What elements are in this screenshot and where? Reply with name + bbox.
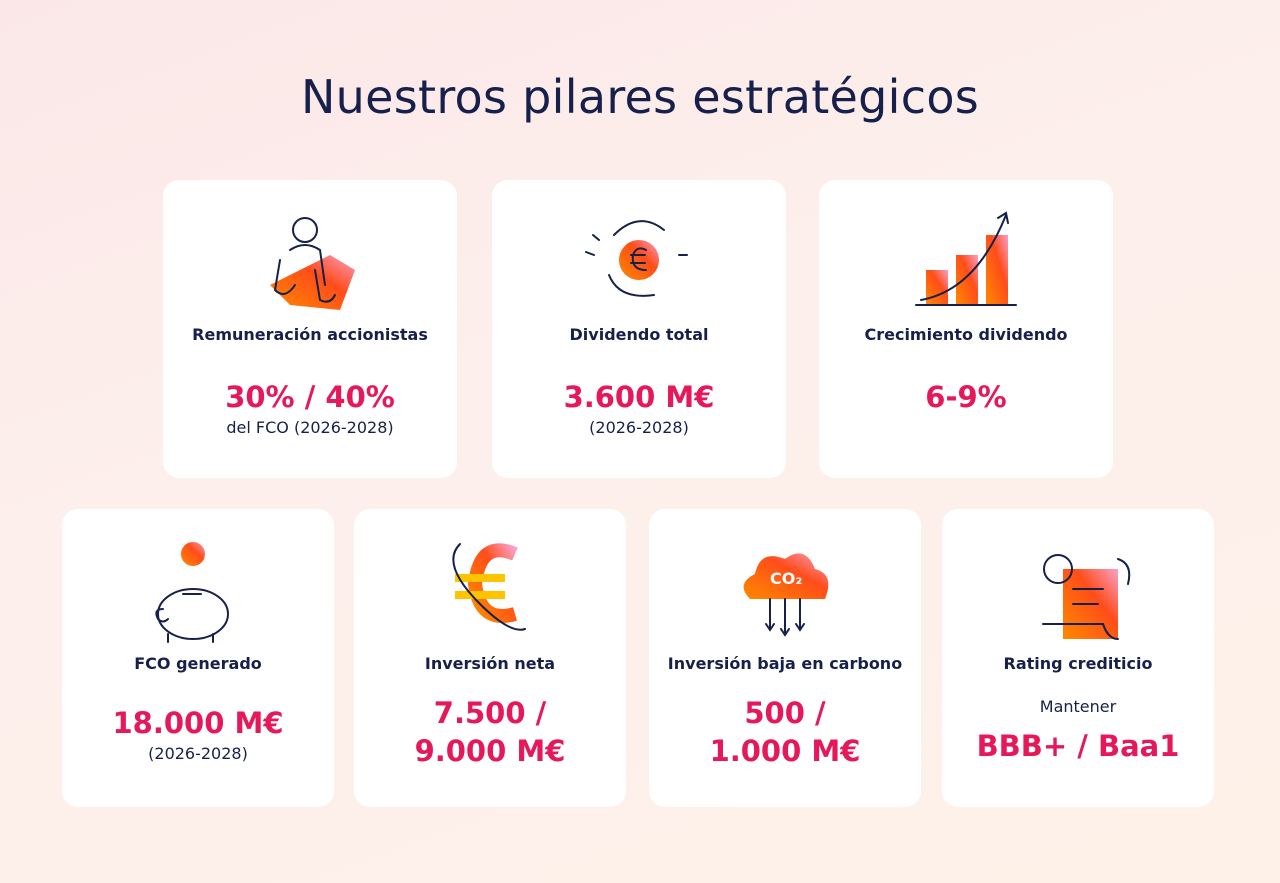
- icon-art: CO₂: [743, 553, 829, 637]
- icon: CO₂: [649, 529, 921, 644]
- icon: [62, 529, 334, 644]
- value-block: 7.500 / 9.000 M€: [354, 694, 626, 770]
- icon-art: [270, 217, 355, 310]
- card-label: Crecimiento dividendo: [864, 325, 1068, 344]
- value: 3.600 M€: [563, 380, 715, 414]
- icon: [942, 529, 1214, 644]
- card: Crecimiento dividendo 6-9%: [819, 180, 1113, 478]
- value-note: del FCO (2026-2028): [226, 418, 394, 437]
- value-note: (2026-2028): [148, 744, 248, 763]
- value: BBB+ / Baa1: [976, 729, 1180, 763]
- value: 9.000 M€: [414, 734, 566, 768]
- value-block: 30% / 40% del FCO (2026-2028): [163, 378, 457, 440]
- card-label: FCO generado: [134, 654, 262, 673]
- value: 18.000 M€: [112, 706, 284, 740]
- card-label: Rating crediticio: [1003, 654, 1153, 673]
- value-note: (2026-2028): [589, 418, 689, 437]
- icon-art: [1042, 554, 1131, 640]
- card-label: Inversión neta: [424, 654, 556, 673]
- value: 1.000 M€: [709, 734, 861, 768]
- icon: [163, 200, 457, 315]
- card: CO₂ Inversión baja en carbono 500 / 1.000 M…: [649, 509, 921, 807]
- card: Dividendo total 3.600 M€ (2026-2028): [492, 180, 786, 478]
- icon: [819, 200, 1113, 315]
- card: FCO generado 18.000 M€ (2026-2028): [62, 509, 334, 807]
- card-label: Dividendo total: [569, 325, 709, 344]
- icon-art: [452, 543, 526, 631]
- value: 7.500 /: [433, 696, 547, 730]
- value: 500 /: [744, 696, 826, 730]
- value-block: 500 / 1.000 M€: [649, 694, 921, 770]
- value-block: 18.000 M€ (2026-2028): [62, 704, 334, 766]
- card: Inversión neta 7.500 / 9.000 M€: [354, 509, 626, 807]
- value-prefix: Mantener: [1039, 697, 1117, 716]
- card-label: Inversión baja en carbono: [667, 654, 903, 673]
- icon-art: [915, 211, 1017, 306]
- icon: [492, 200, 786, 315]
- card: Remuneración accionistas 30% / 40% del FCO…: [163, 180, 457, 478]
- svg-text:CO₂: CO₂: [770, 569, 802, 588]
- icon-art: [155, 542, 229, 643]
- icon-art: [585, 220, 688, 297]
- card-label: Remuneración accionistas: [192, 325, 428, 344]
- value-block: 3.600 M€ (2026-2028): [492, 378, 786, 440]
- value-block: Mantener BBB+ / Baa1: [942, 695, 1214, 765]
- value: 30% / 40%: [225, 380, 395, 414]
- value-block: 6-9%: [819, 378, 1113, 416]
- card: Rating crediticio Mantener BBB+ / Baa1: [942, 509, 1214, 807]
- icon: [354, 529, 626, 644]
- title: Nuestros pilares estratégicos: [300, 70, 980, 124]
- value: 6-9%: [925, 380, 1007, 414]
